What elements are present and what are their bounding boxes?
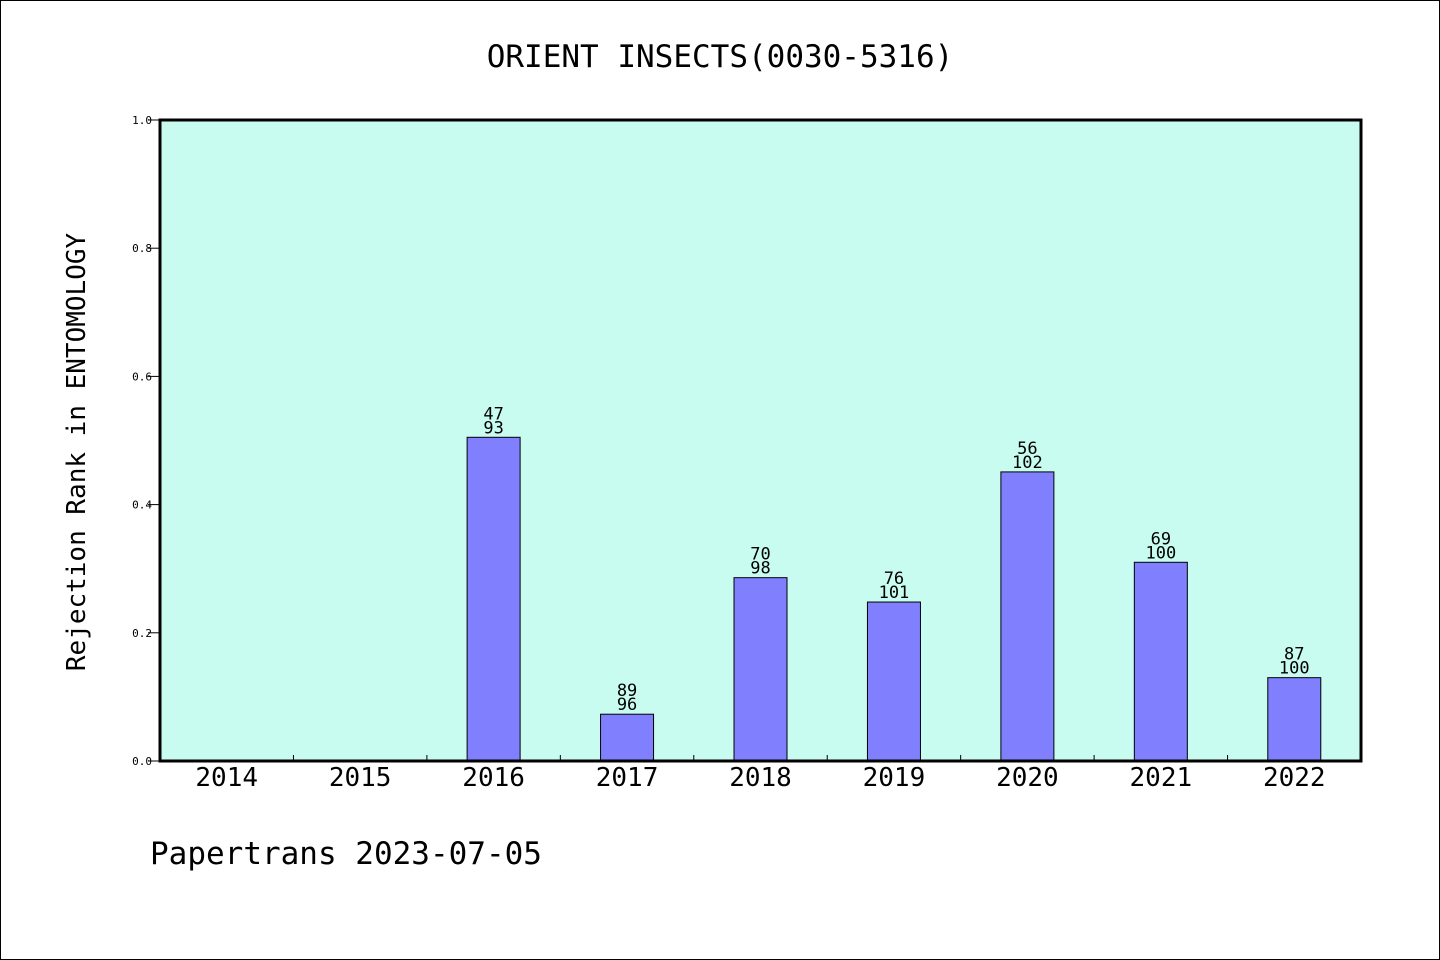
x-tick-label: 2020 <box>996 763 1059 793</box>
bar-rank-label: 89 <box>617 681 637 701</box>
bar-rank-label: 87 <box>1284 645 1304 665</box>
bars-group <box>466 436 1322 762</box>
bar <box>1000 471 1055 762</box>
bar-total-label: 96 <box>617 695 637 715</box>
footer-text: Papertrans 2023-07-05 <box>150 836 542 872</box>
bar-rank-label: 69 <box>1151 529 1171 549</box>
y-tick-label: 0.0 <box>132 755 152 768</box>
y-tick-label: 0.4 <box>132 499 152 512</box>
bar <box>1267 677 1322 762</box>
bar-total-label: 102 <box>1012 453 1043 473</box>
x-tick-label: 2021 <box>1130 763 1193 793</box>
bar-rank-label: 47 <box>483 404 503 424</box>
x-tick-label: 2018 <box>729 763 792 793</box>
y-ticks-group: 0.0 0.2 0.4 0.6 0.8 1.0 <box>132 114 160 768</box>
y-tick-label: 0.8 <box>132 242 152 255</box>
bar-total-label: 98 <box>750 559 770 579</box>
x-tick-label: 2014 <box>195 763 258 793</box>
x-tick-label: 2022 <box>1263 763 1326 793</box>
y-tick-label: 1.0 <box>132 114 152 127</box>
bar <box>466 436 521 762</box>
x-ticks-group: 2014 2015 2016 2017 2018 2019 2020 2021 2022 <box>195 755 1326 793</box>
bar-total-label: 101 <box>879 583 910 603</box>
x-tick-label: 2019 <box>863 763 926 793</box>
y-axis-label: Rejection Rank in ENTOMOLOGY <box>62 233 92 672</box>
bar-total-label: 100 <box>1279 659 1310 679</box>
bar-total-label: 93 <box>483 418 503 438</box>
bar-rank-label: 56 <box>1017 439 1037 459</box>
x-tick-label: 2017 <box>596 763 659 793</box>
bar <box>733 577 788 762</box>
x-tick-label: 2016 <box>462 763 525 793</box>
bar <box>866 601 921 762</box>
bar-rank-label: 70 <box>750 545 770 565</box>
bar <box>1133 561 1188 762</box>
chart-title: ORIENT INSECTS(0030-5316) <box>487 39 954 75</box>
plot-border <box>158 118 1363 763</box>
bar-total-label: 100 <box>1145 543 1176 563</box>
y-tick-label: 0.6 <box>132 370 152 383</box>
bar-rank-label: 76 <box>884 569 904 589</box>
x-tick-label: 2015 <box>329 763 392 793</box>
bar <box>600 713 655 762</box>
y-tick-label: 0.2 <box>132 627 152 640</box>
